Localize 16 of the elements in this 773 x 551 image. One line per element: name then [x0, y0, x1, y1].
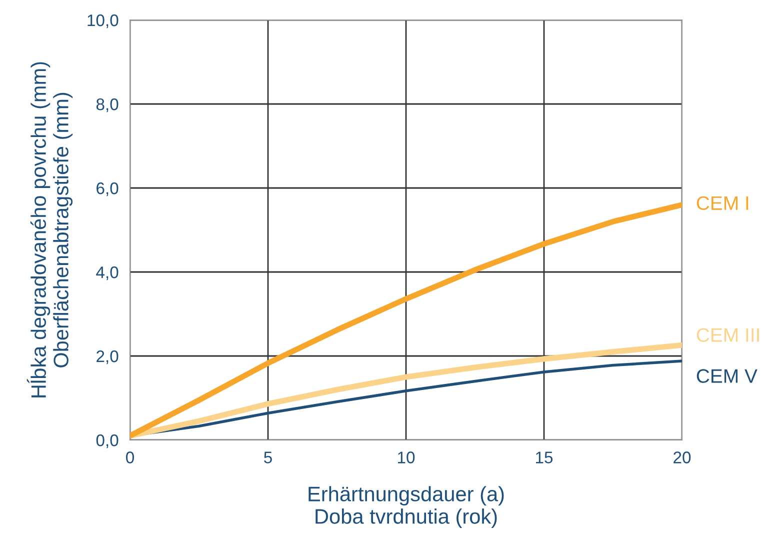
- y-tick-label: 2,0: [96, 350, 118, 364]
- y-axis-title: Hĺbka degradovaného povrchu (mm) Oberflächenabtragstiefe (mm): [26, 62, 73, 398]
- series-label: CEM III: [696, 328, 759, 342]
- y-tick-label: 0,0: [96, 434, 118, 448]
- y-tick-label: 8,0: [96, 98, 118, 112]
- y-tick-label: 4,0: [96, 266, 118, 280]
- series-label: CEM I: [696, 196, 748, 210]
- x-tick-label: 20: [674, 452, 691, 464]
- x-tick-label: 0: [126, 452, 134, 464]
- y-tick-label: 6,0: [96, 182, 118, 196]
- x-tick-label: 15: [536, 452, 553, 464]
- series-label: CEM V: [696, 369, 758, 383]
- x-tick-label: 5: [264, 452, 272, 464]
- x-tick-label: 10: [398, 452, 415, 464]
- y-tick-label: 10,0: [88, 14, 118, 28]
- x-axis-title: Erhärtnungsdauer (a) Doba tvrdnutia (rok): [308, 486, 504, 528]
